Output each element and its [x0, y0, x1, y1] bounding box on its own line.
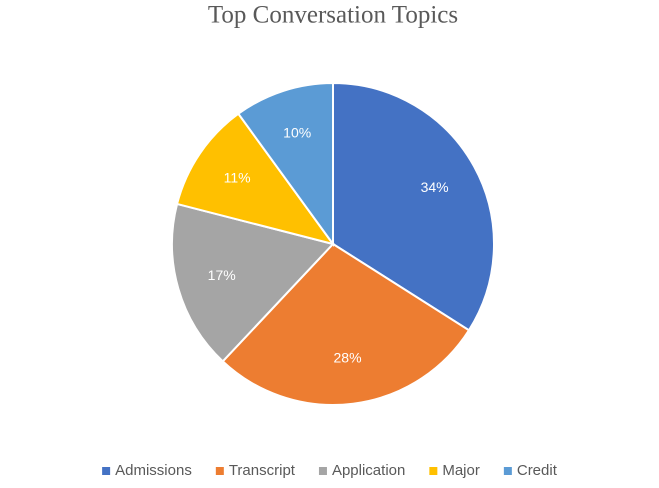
pie-slice [236, 81, 334, 248]
legend-label: Transcript [229, 462, 296, 479]
data-label: 10% [283, 124, 311, 140]
data-label: 17% [208, 267, 236, 283]
legend-marker [429, 467, 438, 475]
legend-marker [318, 467, 327, 475]
pie-slice [175, 112, 336, 246]
legend-marker [503, 467, 512, 475]
legend-label: Application [332, 462, 405, 479]
chart-title: Top Conversation Topics [208, 2, 458, 29]
legend-label: Major [442, 462, 480, 479]
legend-label: Admissions [115, 462, 192, 479]
data-label: 28% [334, 350, 362, 366]
data-label: 34% [421, 179, 449, 195]
data-label: 11% [224, 170, 251, 186]
pie-slice [221, 242, 471, 406]
pie-slice [171, 202, 335, 363]
legend-label: Credit [517, 462, 558, 479]
legend-marker [102, 467, 111, 475]
legend-marker [215, 467, 224, 475]
